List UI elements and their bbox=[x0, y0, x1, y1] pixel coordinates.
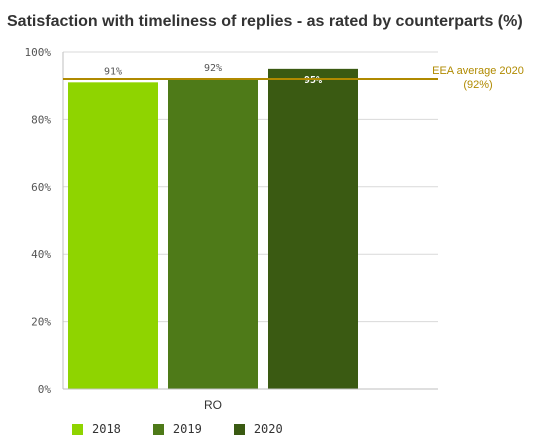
y-tick-label-60: 60% bbox=[31, 181, 51, 194]
bar-2019-RO bbox=[168, 78, 258, 390]
bar-2020-RO bbox=[268, 68, 358, 389]
y-tick-label-40: 40% bbox=[31, 248, 51, 261]
legend-swatch-2020 bbox=[233, 423, 245, 435]
legend-swatch-2018 bbox=[72, 423, 83, 435]
chart-title: Satisfaction with timeliness of replies … bbox=[7, 13, 523, 30]
chart-legend: 2018 2019 2020 bbox=[72, 422, 315, 436]
data-label-2018-RO: 91% bbox=[104, 66, 122, 77]
data-label-2020-RO: 95% bbox=[304, 75, 322, 86]
legend-label-2019: 2019 bbox=[172, 422, 202, 436]
y-tick-label-20: 20% bbox=[31, 316, 51, 329]
legend-item-2019[interactable]: 2019 bbox=[152, 422, 202, 436]
legend-swatch-2019 bbox=[152, 423, 164, 435]
y-tick-label-100: 100% bbox=[25, 46, 52, 59]
y-tick-label-80: 80% bbox=[31, 113, 51, 126]
legend-item-2018[interactable]: 2018 bbox=[72, 422, 121, 436]
legend-item-2020[interactable]: 2020 bbox=[233, 422, 283, 436]
legend-label-2018: 2018 bbox=[92, 422, 121, 436]
data-label-2019-RO: 92% bbox=[204, 63, 222, 74]
eea-average-label: EEA average 2020 bbox=[432, 65, 524, 77]
y-tick-label-0: 0% bbox=[38, 383, 52, 396]
x-category-label-RO: RO bbox=[204, 398, 222, 412]
bar-2018-RO bbox=[68, 82, 158, 389]
legend-label-2020: 2020 bbox=[253, 422, 283, 436]
eea-average-value-label: (92%) bbox=[463, 79, 492, 91]
